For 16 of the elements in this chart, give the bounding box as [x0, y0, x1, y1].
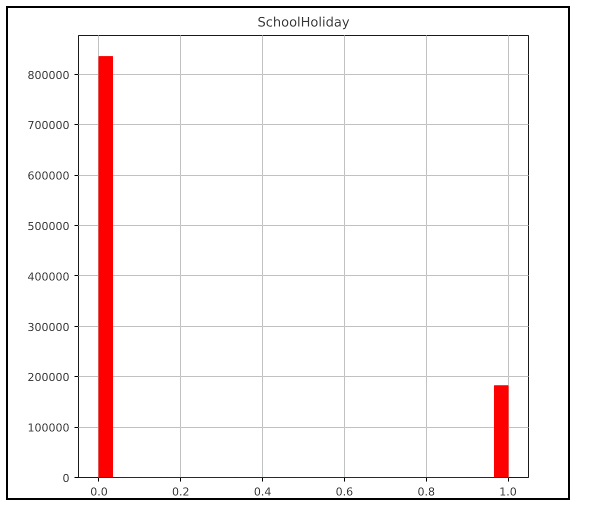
x-tick-label: 0.0 [90, 486, 108, 498]
y-tick-label: 300000 [28, 320, 70, 334]
y-tick-label: 500000 [28, 220, 70, 234]
x-tick-label: 0.8 [417, 486, 435, 498]
x-tick-label: 1.0 [499, 486, 517, 498]
x-tick-label: 0.6 [336, 486, 354, 498]
y-tick-label: 700000 [28, 119, 70, 132]
y-tick-label: 800000 [28, 68, 70, 82]
x-tick-label: 0.2 [172, 486, 190, 498]
y-tick-label: 100000 [28, 422, 70, 435]
y-tick-label: 200000 [28, 371, 70, 384]
x-tick-label: 0.4 [254, 486, 272, 498]
y-tick-label: 400000 [28, 270, 70, 284]
chart-title: SchoolHoliday [257, 16, 350, 30]
y-tick-label: 600000 [28, 170, 70, 183]
y-tick-label: 0 [62, 472, 70, 485]
